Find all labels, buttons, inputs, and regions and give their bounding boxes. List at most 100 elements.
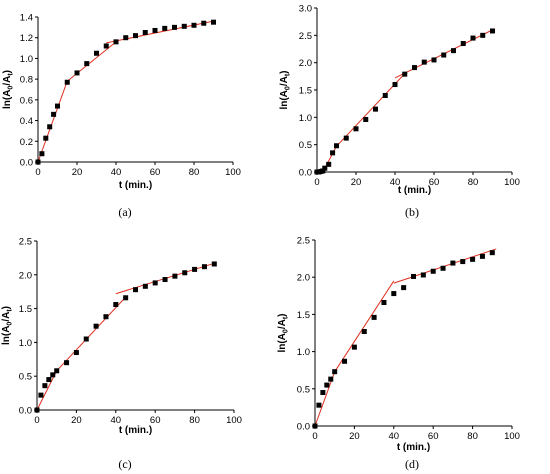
data-point (353, 126, 359, 132)
data-point (54, 368, 60, 374)
y-axis-label-subscript: 0 (8, 86, 15, 90)
y-axis-label-subscript: t (7, 309, 14, 312)
x-tick-label: 60 (150, 415, 161, 426)
data-point (351, 344, 357, 350)
data-point (460, 259, 466, 265)
data-point (162, 277, 168, 283)
data-point (320, 390, 326, 396)
y-tick-label: 1.0 (297, 347, 310, 358)
data-point (191, 22, 197, 28)
data-point (192, 266, 198, 272)
data-point (342, 358, 348, 364)
data-point (113, 39, 119, 45)
y-axis-label-part: ln(A (277, 333, 288, 352)
y-tick-label: 1.0 (19, 338, 32, 349)
data-point (460, 41, 466, 47)
y-tick-label: 1.0 (20, 54, 33, 65)
y-tick-label: 2.0 (299, 58, 312, 69)
data-point (211, 261, 217, 267)
y-axis-label-part: /A (2, 76, 13, 86)
subfigure-label: (d) (405, 457, 419, 471)
data-point (421, 59, 427, 65)
x-tick-label: 40 (111, 415, 122, 426)
data-point (332, 369, 338, 375)
data-point (201, 264, 207, 270)
y-tick-label: 0.4 (20, 116, 33, 127)
x-tick-label: 40 (390, 177, 401, 188)
data-point (440, 265, 446, 271)
data-point (411, 273, 416, 279)
y-tick-label: 3.0 (299, 4, 312, 15)
x-tick-label: 100 (504, 177, 520, 188)
y-tick-label: 0.5 (297, 384, 310, 395)
data-point (46, 377, 52, 383)
y-axis-label-subscript: t (283, 316, 290, 319)
data-point (450, 260, 456, 266)
y-axis-label-part: ln(A (279, 90, 290, 109)
data-point (73, 350, 79, 356)
data-point (330, 150, 336, 156)
y-axis-label-part: ) (279, 70, 290, 73)
data-point (103, 43, 109, 49)
y-tick-label: 0.0 (20, 158, 33, 169)
data-point (51, 111, 57, 117)
data-point (312, 423, 318, 429)
data-point (142, 283, 148, 289)
data-point (470, 256, 476, 262)
data-point (123, 35, 129, 41)
fit-line (334, 280, 395, 372)
data-point (84, 61, 90, 67)
x-tick-label: 0 (312, 431, 317, 442)
data-point (361, 329, 367, 335)
y-axis-label-part: /A (279, 76, 290, 86)
x-tick-label: 0 (35, 167, 40, 178)
data-point (489, 250, 495, 256)
y-axis-label-part: /A (1, 312, 12, 322)
x-tick-label: 100 (225, 167, 241, 178)
y-axis-label-subscript: t (285, 73, 292, 76)
data-point (55, 103, 60, 109)
fit-line (106, 20, 214, 44)
data-point (381, 299, 387, 305)
y-axis-label-part: ) (1, 306, 12, 309)
data-point (451, 48, 456, 54)
y-axis-label-part: /A (277, 319, 288, 329)
y-tick-label: 0.8 (20, 75, 33, 86)
data-point (113, 302, 119, 308)
data-point (94, 50, 99, 56)
data-point (343, 135, 349, 141)
y-axis-label: ln(A0/At) (279, 70, 292, 109)
data-point (35, 159, 41, 165)
data-point (328, 376, 334, 382)
data-point (431, 57, 437, 63)
y-axis-label-subscript: 0 (283, 329, 290, 333)
y-tick-label: 0.5 (19, 372, 32, 383)
data-point (490, 28, 495, 34)
y-tick-label: 1.2 (20, 33, 33, 44)
subfigure-label: (a) (118, 205, 131, 219)
x-tick-label: 60 (428, 431, 439, 442)
data-point (479, 253, 485, 259)
y-axis-label-part: ) (277, 313, 288, 316)
y-tick-label: 0.0 (297, 422, 310, 433)
y-tick-label: 0.5 (299, 140, 312, 151)
data-point (181, 23, 187, 29)
panel-c: 0 20 40 60 80 100 0.0 0.5 1.0 1.5 2.0 2.5 t (min.) ln… (1, 237, 242, 472)
y-tick-label: 1.5 (297, 310, 310, 321)
data-point (401, 285, 407, 291)
y-tick-label: 2.5 (299, 31, 312, 42)
data-point (322, 165, 328, 171)
fit-line (56, 296, 127, 372)
data-point (371, 314, 377, 320)
y-axis-label: ln(A0/At) (1, 306, 14, 345)
x-tick-label: 0 (314, 177, 319, 188)
y-tick-label: 2.5 (19, 237, 32, 248)
x-tick-label: 0 (34, 415, 39, 426)
data-point (74, 70, 80, 76)
data-point (316, 402, 322, 408)
data-point (133, 33, 138, 39)
y-tick-label: 0.0 (19, 406, 32, 417)
data-point (363, 117, 369, 123)
data-point (64, 79, 70, 85)
